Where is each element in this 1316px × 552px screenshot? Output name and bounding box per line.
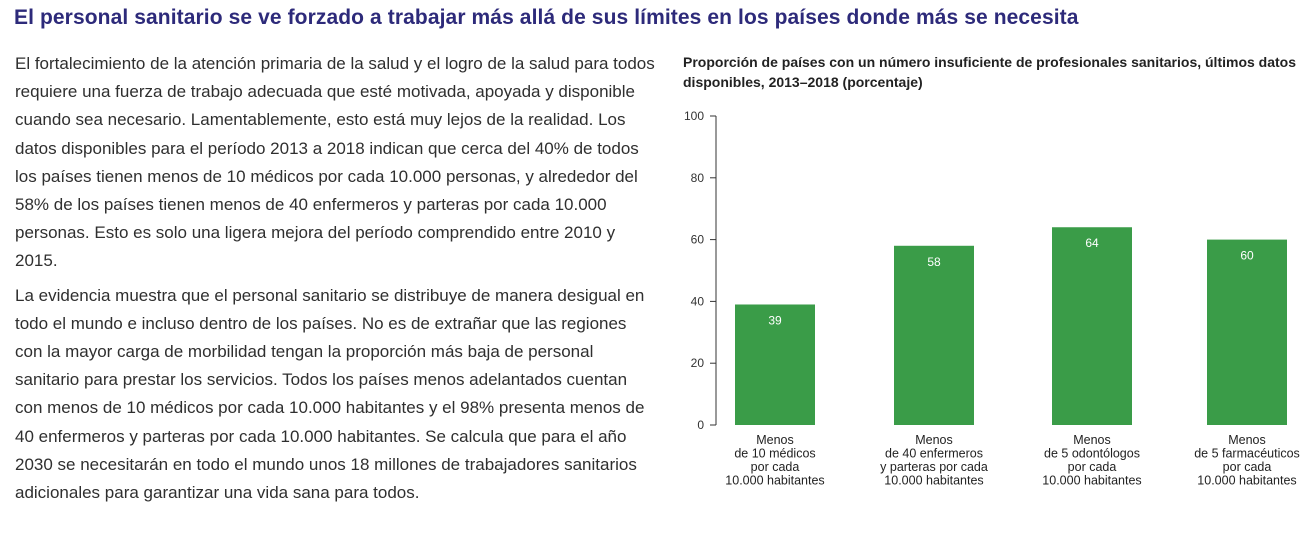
category-label-line: y parteras por cada <box>880 460 988 474</box>
category-label-line: Menos <box>915 433 953 447</box>
bar-value-label: 58 <box>927 255 941 269</box>
bar-value-label: 60 <box>1240 249 1254 263</box>
category-label: Menos de 10 médicos por cada 10.000 habitan… <box>725 433 824 488</box>
category-label-line: por cada <box>751 460 800 474</box>
category-label: Menos de 5 farmacéuticos por cada 10.000 ha… <box>1194 433 1300 488</box>
category-label-line: por cada <box>1223 460 1272 474</box>
category-label: Menos de 40 enfermeros y parteras por cada… <box>880 433 988 488</box>
category-label-line: de 5 odontólogos <box>1044 447 1140 461</box>
category-label: Menos de 5 odontólogos por cada 10.000 habi… <box>1042 433 1141 488</box>
category-label-line: 10.000 habitantes <box>1197 474 1296 488</box>
bar <box>735 304 815 425</box>
chart-title: Proporción de países con un número insuf… <box>683 54 1297 90</box>
y-tick-label: 20 <box>691 356 705 370</box>
category-label-line: de 40 enfermeros <box>885 447 983 461</box>
y-tick-label: 40 <box>691 294 705 308</box>
category-label-line: 10.000 habitantes <box>725 474 824 488</box>
category-label-line: de 5 farmacéuticos <box>1194 447 1300 461</box>
y-tick-label: 0 <box>697 418 704 432</box>
category-label-line: Menos <box>1073 433 1111 447</box>
category-label-line: por cada <box>1068 460 1117 474</box>
y-tick-label: 100 <box>684 109 704 123</box>
category-label-line: 10.000 habitantes <box>1042 474 1141 488</box>
bar <box>1052 227 1132 425</box>
page-headline: El personal sanitario se ve forzado a tr… <box>14 6 1079 29</box>
category-label-line: 10.000 habitantes <box>884 474 983 488</box>
bar <box>1207 239 1287 425</box>
bar-value-label: 64 <box>1085 236 1099 250</box>
category-label-line: Menos <box>756 433 794 447</box>
y-tick-label: 80 <box>691 171 705 185</box>
body-text: El fortalecimiento de la atención primar… <box>15 50 655 513</box>
category-label-line: Menos <box>1228 433 1266 447</box>
y-tick-label: 60 <box>691 233 705 247</box>
paragraph-1: El fortalecimiento de la atención primar… <box>15 54 655 271</box>
bar <box>894 245 974 425</box>
bar-value-label: 39 <box>768 313 782 327</box>
category-label-line: de 10 médicos <box>734 447 815 461</box>
paragraph-2: La evidencia muestra que el personal san… <box>15 285 645 503</box>
